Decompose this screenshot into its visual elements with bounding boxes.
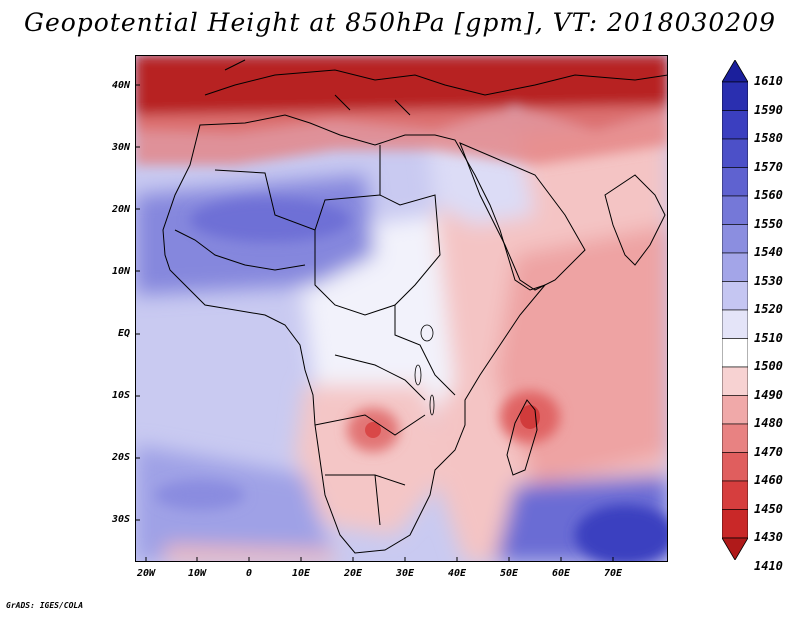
colorbar-swatch — [722, 224, 748, 254]
y-tick-label: 30S — [111, 514, 130, 525]
colorbar-swatch — [722, 338, 748, 368]
x-tick-label: 20W — [136, 568, 156, 579]
y-tick-label: 20N — [111, 204, 130, 215]
colorbar-label: 1570 — [754, 159, 783, 174]
y-tick-label: 40N — [111, 80, 130, 91]
x-tick-label: 40E — [447, 568, 467, 579]
colorbar-label: 1510 — [754, 330, 783, 345]
map-title: Geopotential Height at 850hPa [gpm], VT:… — [23, 8, 777, 37]
colorbar-label: 1560 — [754, 188, 783, 202]
y-tick-label: 20S — [111, 452, 130, 463]
x-tick-label: 70E — [603, 568, 623, 579]
x-tick-label: 10W — [187, 568, 207, 579]
x-tick-label: 50E — [499, 568, 519, 579]
colorbar-swatch — [722, 81, 748, 111]
colorbar-swatch — [722, 452, 748, 482]
colorbar-swatch — [722, 395, 748, 425]
colorbar-label: 1470 — [754, 444, 783, 459]
y-tick-label: EQ — [117, 328, 130, 339]
colorbar-label: 1580 — [754, 131, 783, 145]
colorbar-label: 1550 — [754, 216, 783, 231]
geopotential-map — [135, 55, 668, 562]
colorbar-label: 1480 — [754, 416, 783, 430]
colorbar-bottom-arrow — [722, 537, 748, 560]
colorbar-swatch — [722, 138, 748, 168]
x-tick-label: 0 — [245, 568, 253, 579]
colorbar-swatch — [722, 195, 748, 225]
colorbar-label: 1430 — [754, 530, 783, 544]
y-tick-label: 10S — [111, 390, 130, 401]
colorbar — [722, 60, 748, 560]
colorbar-swatch — [722, 480, 748, 510]
x-tick-label: 20E — [343, 568, 363, 579]
colorbar-label: 1450 — [754, 501, 783, 516]
colorbar-label: 1520 — [754, 302, 783, 316]
colorbar-label: 1540 — [754, 245, 783, 259]
colorbar-swatch — [722, 509, 748, 539]
colorbar-label: 1490 — [754, 387, 783, 402]
colorbar-label: 1590 — [754, 102, 783, 117]
colorbar-label: 1460 — [754, 473, 783, 487]
colorbar-label: 1610 — [754, 74, 783, 88]
colorbar-label: 1530 — [754, 273, 783, 288]
colorbar-swatch — [722, 252, 748, 282]
colorbar-swatch — [722, 309, 748, 339]
x-tick-label: 60E — [551, 568, 571, 579]
x-tick-label: 30E — [395, 568, 415, 579]
credit-text: GrADS: IGES/COLA — [6, 601, 84, 610]
colorbar-top-arrow — [722, 60, 748, 83]
colorbar-label: 1410 — [754, 558, 783, 573]
colorbar-swatch — [722, 110, 748, 140]
y-tick-label: 10N — [111, 266, 130, 277]
colorbar-swatch — [722, 423, 748, 453]
colorbar-label: 1500 — [754, 359, 783, 373]
colorbar-swatch — [722, 281, 748, 311]
y-tick-label: 30N — [111, 142, 130, 153]
colorbar-swatch — [722, 366, 748, 396]
colorbar-swatch — [722, 167, 748, 197]
x-tick-label: 10E — [291, 568, 311, 579]
